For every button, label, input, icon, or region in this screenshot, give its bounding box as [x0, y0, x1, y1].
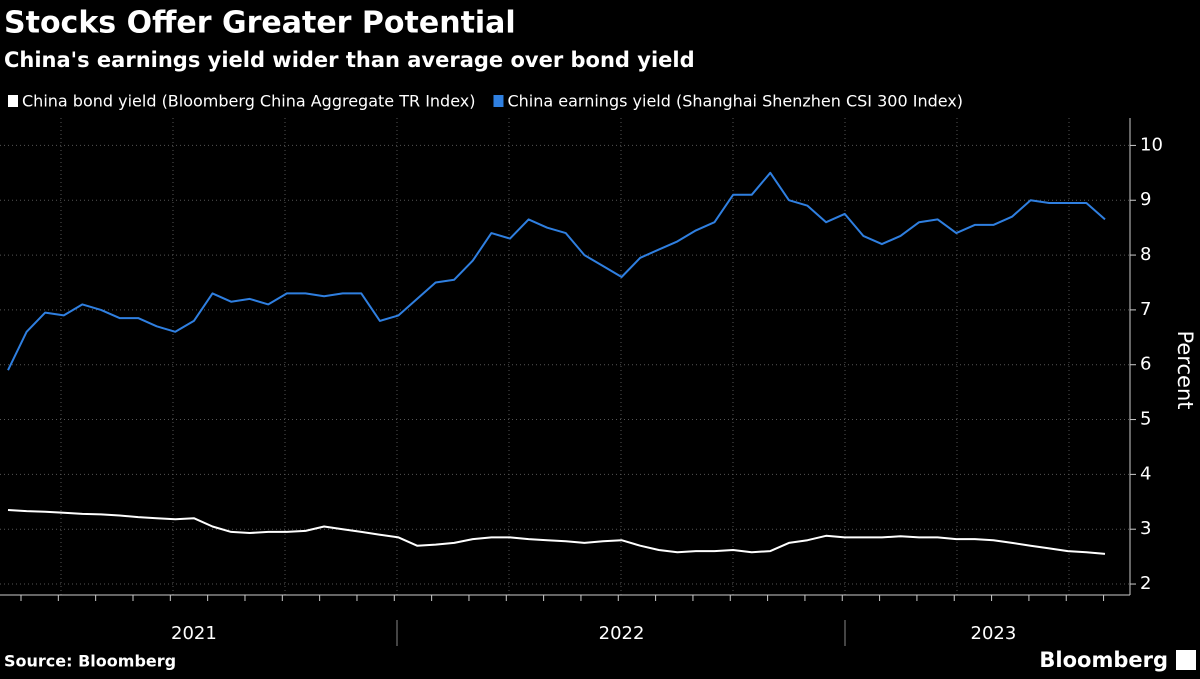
- chart-title: Stocks Offer Greater Potential: [4, 6, 516, 41]
- y-tick-label: 9: [1140, 189, 1151, 210]
- y-tick-label: 6: [1140, 354, 1151, 375]
- x-tick-label: 2023: [971, 623, 1017, 644]
- legend-label: China earnings yield (Shanghai Shenzhen …: [507, 92, 963, 111]
- legend-swatch: [493, 95, 504, 107]
- x-tick-label: 2022: [599, 623, 645, 644]
- y-tick-label: 5: [1140, 409, 1151, 430]
- series-line: [7, 509, 1106, 555]
- y-tick-label: 8: [1140, 244, 1151, 265]
- y-tick-label: 7: [1140, 299, 1151, 320]
- series-line: [7, 171, 1106, 371]
- legend-swatch: [8, 95, 18, 107]
- chart-subtitle: China's earnings yield wider than averag…: [4, 48, 695, 72]
- brand-icon: [1176, 650, 1196, 670]
- brand: Bloomberg: [1039, 648, 1168, 672]
- y-tick-label: 2: [1140, 573, 1151, 594]
- legend-label: China bond yield (Bloomberg China Aggreg…: [22, 92, 475, 111]
- x-tick-label: 2021: [171, 623, 217, 644]
- y-tick-label: 10: [1140, 134, 1163, 155]
- y-tick-label: 4: [1140, 463, 1151, 484]
- y-axis-label: Percent: [1173, 330, 1197, 409]
- y-tick-label: 3: [1140, 518, 1151, 539]
- source: Source: Bloomberg: [4, 652, 176, 671]
